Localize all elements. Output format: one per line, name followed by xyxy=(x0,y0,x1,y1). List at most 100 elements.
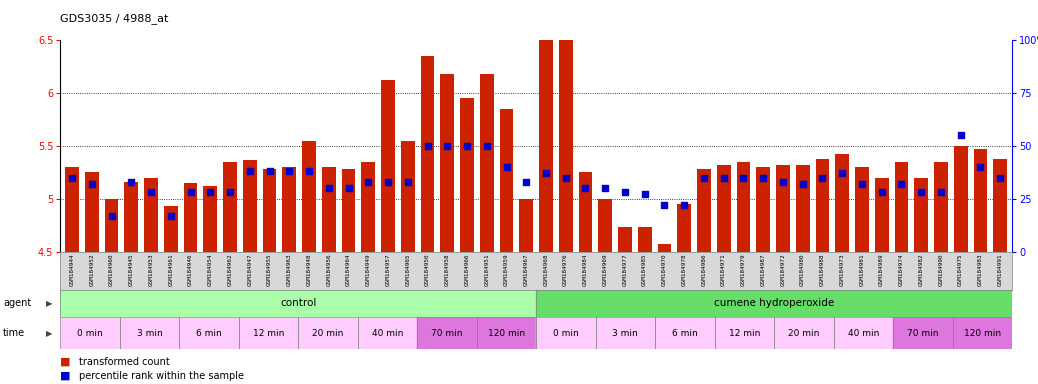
Text: 12 min: 12 min xyxy=(729,329,760,338)
Text: GSM184975: GSM184975 xyxy=(958,253,963,286)
Bar xyxy=(243,160,256,252)
Text: 6 min: 6 min xyxy=(672,329,698,338)
Text: GSM184966: GSM184966 xyxy=(465,253,469,286)
Bar xyxy=(180,317,239,349)
Point xyxy=(183,189,199,195)
Bar xyxy=(658,244,672,252)
Bar xyxy=(125,182,138,252)
Bar xyxy=(914,177,928,252)
Text: ■: ■ xyxy=(60,357,71,367)
Bar xyxy=(417,317,476,349)
Bar xyxy=(774,317,834,349)
Bar xyxy=(974,149,987,252)
Text: GSM184973: GSM184973 xyxy=(840,253,845,286)
Text: GSM184961: GSM184961 xyxy=(168,253,173,286)
Point xyxy=(202,189,219,195)
Bar xyxy=(302,141,316,252)
Text: GSM184952: GSM184952 xyxy=(89,253,94,286)
Point xyxy=(122,179,139,185)
Point xyxy=(597,185,613,191)
Text: GSM184965: GSM184965 xyxy=(405,253,410,286)
Bar xyxy=(536,317,596,349)
Text: GSM184982: GSM184982 xyxy=(919,253,924,286)
Point xyxy=(853,181,870,187)
Bar xyxy=(381,81,394,252)
Point xyxy=(715,175,732,181)
Bar xyxy=(834,317,893,349)
Point xyxy=(321,185,337,191)
Text: 12 min: 12 min xyxy=(252,329,284,338)
Text: 40 min: 40 min xyxy=(372,329,403,338)
Point xyxy=(636,192,653,198)
Text: GSM184984: GSM184984 xyxy=(583,253,588,286)
Text: GSM184962: GSM184962 xyxy=(227,253,233,286)
Bar xyxy=(60,290,536,317)
Point xyxy=(973,164,989,170)
Text: GSM184990: GSM184990 xyxy=(938,253,944,286)
Bar xyxy=(119,317,180,349)
Bar xyxy=(60,317,119,349)
Text: GSM184947: GSM184947 xyxy=(247,253,252,286)
Point xyxy=(262,168,278,174)
Bar xyxy=(855,167,869,252)
Text: GSM184985: GSM184985 xyxy=(643,253,648,286)
Text: GSM184969: GSM184969 xyxy=(603,253,607,286)
Bar xyxy=(536,290,1012,317)
Bar xyxy=(934,162,948,252)
Text: GSM184967: GSM184967 xyxy=(524,253,528,286)
Text: 120 min: 120 min xyxy=(963,329,1001,338)
Bar xyxy=(893,317,953,349)
Bar xyxy=(119,317,180,349)
Text: GSM184989: GSM184989 xyxy=(879,253,884,286)
Point xyxy=(143,189,160,195)
Point xyxy=(873,189,890,195)
Point xyxy=(400,179,416,185)
Text: GDS3035 / 4988_at: GDS3035 / 4988_at xyxy=(60,13,168,24)
Point xyxy=(992,175,1009,181)
Text: GSM184945: GSM184945 xyxy=(129,253,134,286)
Bar xyxy=(737,162,750,252)
Text: GSM184968: GSM184968 xyxy=(544,253,548,286)
Text: control: control xyxy=(280,298,317,308)
Text: transformed count: transformed count xyxy=(79,357,169,367)
Bar xyxy=(714,317,774,349)
Bar xyxy=(875,177,889,252)
Bar xyxy=(342,169,355,252)
Bar xyxy=(655,317,714,349)
Bar xyxy=(714,317,774,349)
Text: GSM184963: GSM184963 xyxy=(286,253,292,286)
Bar xyxy=(836,154,849,252)
Bar xyxy=(85,172,99,252)
Text: 6 min: 6 min xyxy=(196,329,222,338)
Point xyxy=(163,213,180,219)
Bar xyxy=(239,317,298,349)
Text: 3 min: 3 min xyxy=(612,329,638,338)
Bar xyxy=(65,167,79,252)
Point xyxy=(774,179,791,185)
Bar xyxy=(678,204,691,252)
Bar xyxy=(953,317,1012,349)
Bar xyxy=(698,169,711,252)
Text: 120 min: 120 min xyxy=(488,329,525,338)
Text: GSM184983: GSM184983 xyxy=(978,253,983,286)
Text: ■: ■ xyxy=(60,371,71,381)
Text: GSM184959: GSM184959 xyxy=(504,253,509,286)
Bar xyxy=(361,162,375,252)
Bar xyxy=(954,146,967,252)
Bar xyxy=(476,317,536,349)
Point xyxy=(518,179,535,185)
Text: 70 min: 70 min xyxy=(431,329,463,338)
Bar xyxy=(596,317,655,349)
Bar xyxy=(893,317,953,349)
Text: GSM184979: GSM184979 xyxy=(741,253,746,286)
Text: 0 min: 0 min xyxy=(77,329,103,338)
Bar xyxy=(993,159,1007,252)
Text: GSM184974: GSM184974 xyxy=(899,253,904,286)
Point xyxy=(479,143,495,149)
Text: GSM184970: GSM184970 xyxy=(662,253,667,286)
Text: 40 min: 40 min xyxy=(848,329,879,338)
Point xyxy=(103,213,119,219)
Text: GSM184948: GSM184948 xyxy=(306,253,311,286)
Bar xyxy=(164,206,177,252)
Text: GSM184971: GSM184971 xyxy=(721,253,727,286)
